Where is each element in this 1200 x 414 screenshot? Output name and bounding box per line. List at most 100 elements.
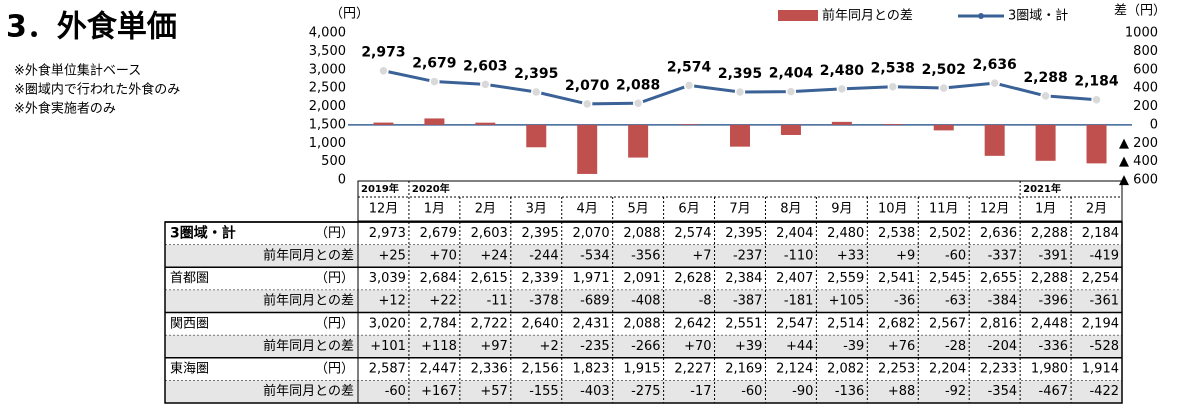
data-label: 2,538 [871,61,915,77]
row-unit: （円） [315,226,354,241]
cell: 2,679 [420,226,457,241]
cell: -237 [733,248,763,263]
row-label: 前年同月との差 [263,247,354,263]
cell: +33 [837,248,864,263]
cell: 1,915 [623,362,660,377]
y2-tick-label: 600 [1133,62,1158,77]
bar [780,124,801,135]
cell: -110 [784,248,814,263]
cell: -39 [843,339,864,354]
bar [831,121,852,125]
y2-tick-label: 800 [1133,44,1158,59]
marker [785,86,797,97]
cell: 2,431 [572,316,609,331]
cell: 2,603 [471,226,508,241]
cell: 2,227 [674,362,711,377]
cell: -419 [1089,248,1119,263]
x-tick-label: 3月 [526,202,547,217]
cell: -387 [733,294,763,309]
cell: 2,448 [1031,316,1068,331]
row-bg [165,335,1122,358]
x-tick-label: 12月 [369,202,399,217]
cell: -8 [699,294,712,309]
bar [984,124,1005,156]
cell: 2,082 [827,362,864,377]
data-label: 2,395 [514,66,558,82]
cell: 2,336 [471,362,508,377]
data-label: 2,502 [922,62,966,78]
cell: 2,253 [878,362,915,377]
bar [1086,124,1107,164]
row-label: 関西圏 [170,316,209,331]
cell: 2,587 [369,362,406,377]
data-label: 2,973 [361,45,405,61]
y-tick-label: 4,000 [309,26,346,41]
y-tick-label: 2,000 [309,99,346,114]
data-label: 2,288 [1023,70,1067,86]
cell: -36 [894,294,915,309]
year-label: 2020年 [412,182,450,195]
cell: 1,823 [572,362,609,377]
cell: -391 [1039,248,1069,263]
cell: -396 [1039,294,1069,309]
cell: -204 [988,339,1018,354]
year-label: 2019年 [361,182,399,195]
header-box [357,180,1123,222]
cell: 2,447 [420,362,457,377]
x-tick-label: 1月 [1035,202,1056,217]
y-tick-label: 0 [338,173,346,188]
x-tick-label: 4月 [577,202,598,217]
cell: 2,184 [1082,226,1119,241]
cell: 2,404 [776,226,813,241]
bar [424,118,445,125]
y-tick-label: 1,000 [309,136,346,151]
cell: -17 [690,384,711,399]
x-tick-label: 5月 [627,202,648,217]
cell: 2,567 [929,316,966,331]
cell: 2,642 [674,316,711,331]
cell: +97 [480,339,507,354]
cell: -155 [529,384,559,399]
data-label: 2,070 [565,78,610,94]
cell: -92 [945,384,966,399]
cell: 2,640 [522,316,559,331]
legend-label: 前年同月との差 [822,8,913,24]
cell: 2,088 [623,226,660,241]
marker [531,86,542,98]
bar [933,124,954,131]
cell: 1,971 [572,271,609,286]
cell: 2,502 [929,226,966,241]
bar [373,122,394,125]
cell: +57 [480,384,507,399]
cell: -60 [385,384,406,399]
cell: 2,682 [878,316,915,331]
row-label: 前年同月との差 [263,383,354,399]
y-tick-label: 500 [321,154,346,169]
x-tick-label: 10月 [878,202,908,217]
cell: 2,545 [929,271,966,286]
page-title: 3．外食単価 [6,10,177,45]
data-label: 2,636 [973,57,1017,73]
y2-tick-label: ▲ 200 [1119,136,1158,151]
data-label: 2,184 [1074,74,1119,90]
marker [887,81,899,92]
cell: 2,407 [776,271,813,286]
y2-tick-label: ▲ 600 [1119,173,1158,188]
bar [679,124,700,125]
cell: 2,233 [980,362,1017,377]
cell: +76 [888,339,915,354]
cell: +70 [684,339,711,354]
cell: -60 [945,248,966,263]
cell: +9 [896,248,915,263]
cell: 2,194 [1082,316,1119,331]
cell: 2,538 [878,226,915,241]
marker [836,83,848,95]
cell: +39 [735,339,762,354]
bar [730,124,750,147]
note: ※外食単位集計ベース [14,63,141,79]
cell: +7 [692,248,711,263]
data-label: 2,404 [769,66,814,82]
cell: +44 [786,339,813,354]
cell: -689 [580,294,610,309]
data-label: 2,480 [820,63,865,79]
